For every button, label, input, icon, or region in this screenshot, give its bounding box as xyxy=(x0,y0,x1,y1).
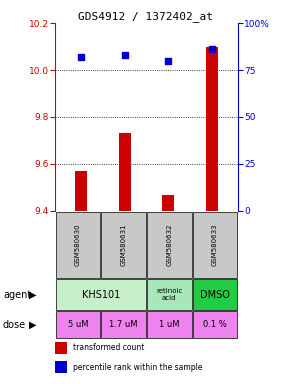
Point xyxy=(122,52,127,58)
Bar xyxy=(147,212,192,278)
Text: transformed count: transformed count xyxy=(73,343,145,352)
Bar xyxy=(147,279,192,310)
Text: 1.7 uM: 1.7 uM xyxy=(109,320,138,329)
Text: GSM580632: GSM580632 xyxy=(166,223,172,266)
Point xyxy=(79,54,84,60)
Text: ▶: ▶ xyxy=(29,290,37,300)
Text: agent: agent xyxy=(3,290,31,300)
Text: dose: dose xyxy=(3,319,26,329)
Text: GDS4912 / 1372402_at: GDS4912 / 1372402_at xyxy=(77,12,213,22)
Bar xyxy=(193,212,237,278)
Bar xyxy=(56,279,146,310)
Bar xyxy=(147,311,192,338)
Text: retinoic
acid: retinoic acid xyxy=(156,288,182,301)
Text: GSM580630: GSM580630 xyxy=(75,223,81,266)
Text: GSM580633: GSM580633 xyxy=(212,223,218,266)
Bar xyxy=(56,212,100,278)
Text: KHS101: KHS101 xyxy=(82,290,120,300)
Text: percentile rank within the sample: percentile rank within the sample xyxy=(73,363,203,372)
Text: 0.1 %: 0.1 % xyxy=(203,320,227,329)
Text: ▶: ▶ xyxy=(29,319,37,329)
Text: GSM580631: GSM580631 xyxy=(121,223,127,266)
Bar xyxy=(55,342,66,354)
Point xyxy=(166,58,171,64)
Bar xyxy=(193,279,237,310)
Bar xyxy=(206,46,218,211)
Bar xyxy=(193,311,237,338)
Text: 5 uM: 5 uM xyxy=(68,320,88,329)
Bar xyxy=(162,195,174,211)
Point xyxy=(209,46,214,53)
Bar xyxy=(75,171,87,211)
Bar xyxy=(101,212,146,278)
Bar xyxy=(56,311,100,338)
Bar xyxy=(101,311,146,338)
Text: DMSO: DMSO xyxy=(200,290,230,300)
Text: 1 uM: 1 uM xyxy=(159,320,180,329)
Bar xyxy=(55,361,66,373)
Bar xyxy=(119,134,131,211)
